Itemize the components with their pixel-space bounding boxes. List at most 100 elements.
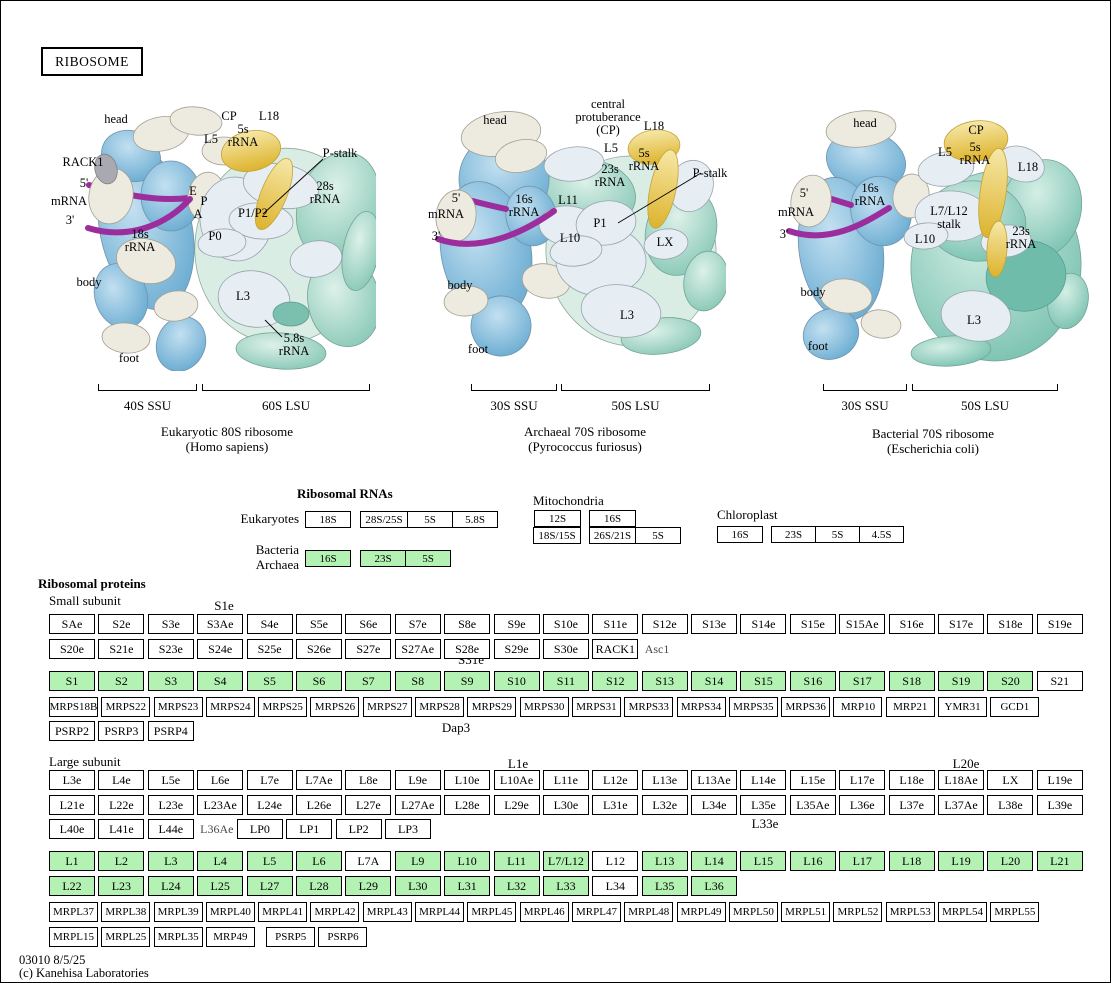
gene-box-l13[interactable]: L13 xyxy=(641,851,688,871)
gene-box-l31[interactable]: L31 xyxy=(444,876,491,896)
gene-box-l18e[interactable]: L18e xyxy=(888,770,935,790)
gene-box-s10e[interactable]: S10e xyxy=(542,614,589,634)
gene-box-l34e[interactable]: L34e xyxy=(691,795,738,815)
gene-box-l18[interactable]: L18 xyxy=(888,851,935,871)
gene-box-l32e[interactable]: L32e xyxy=(641,795,688,815)
gene-box-s9[interactable]: S9 xyxy=(444,671,491,691)
rna-box-5s[interactable]: 5S xyxy=(635,527,681,544)
gene-box-l12e[interactable]: L12e xyxy=(592,770,639,790)
gene-box-s11[interactable]: S11 xyxy=(542,671,589,691)
gene-box-rack1[interactable]: RACK1 xyxy=(592,639,639,659)
gene-box-s3ae[interactable]: S3Ae xyxy=(197,614,244,634)
gene-box-s14e[interactable]: S14e xyxy=(740,614,787,634)
gene-box-mrpl49[interactable]: MRPL49 xyxy=(676,902,726,922)
gene-box-s20e[interactable]: S20e xyxy=(49,639,95,659)
gene-box-l9[interactable]: L9 xyxy=(394,851,441,871)
gene-box-l23ae[interactable]: L23Ae xyxy=(197,795,244,815)
gene-box-l23e[interactable]: L23e xyxy=(147,795,194,815)
gene-box-s15ae[interactable]: S15Ae xyxy=(839,614,886,634)
gene-box-l21[interactable]: L21 xyxy=(1036,851,1083,871)
gene-box-l13ae[interactable]: L13Ae xyxy=(691,770,738,790)
rna-box-5s[interactable]: 5S xyxy=(815,526,860,543)
gene-box-l11e[interactable]: L11e xyxy=(542,770,589,790)
gene-box-l12[interactable]: L12 xyxy=(592,851,639,871)
gene-box-s23e[interactable]: S23e xyxy=(147,639,194,659)
gene-box-s13[interactable]: S13 xyxy=(641,671,688,691)
gene-box-s7[interactable]: S7 xyxy=(345,671,392,691)
gene-box-mrpl55[interactable]: MRPL55 xyxy=(990,902,1040,922)
gene-box-l37ae[interactable]: L37Ae xyxy=(938,795,985,815)
gene-box-mrps24[interactable]: MRPS24 xyxy=(205,697,255,717)
gene-box-s2e[interactable]: S2e xyxy=(98,614,145,634)
gene-box-mrps36[interactable]: MRPS36 xyxy=(781,697,831,717)
gene-box-l35[interactable]: L35 xyxy=(641,876,688,896)
gene-box-mrpl46[interactable]: MRPL46 xyxy=(519,902,569,922)
gene-box-s3[interactable]: S3 xyxy=(147,671,194,691)
gene-box-l27e[interactable]: L27e xyxy=(345,795,392,815)
gene-box-l10e[interactable]: L10e xyxy=(444,770,491,790)
gene-box-l37e[interactable]: L37e xyxy=(888,795,935,815)
rna-box-5s[interactable]: 5S xyxy=(405,550,451,567)
gene-box-s16[interactable]: S16 xyxy=(789,671,836,691)
rna-box-26s-21s[interactable]: 26S/21S xyxy=(589,527,636,544)
gene-box-gcd1[interactable]: GCD1 xyxy=(990,697,1040,717)
gene-box-s6[interactable]: S6 xyxy=(295,671,342,691)
gene-box-l24[interactable]: L24 xyxy=(147,876,194,896)
gene-box-mrpl53[interactable]: MRPL53 xyxy=(885,902,935,922)
gene-box-s17[interactable]: S17 xyxy=(839,671,886,691)
pathway-title-box[interactable]: RIBOSOME xyxy=(41,47,143,76)
gene-box-ymr31[interactable]: YMR31 xyxy=(938,697,988,717)
rna-box-12s[interactable]: 12S xyxy=(534,510,581,527)
gene-box-mrpl39[interactable]: MRPL39 xyxy=(153,902,203,922)
rna-box-16s[interactable]: 16S xyxy=(717,526,763,543)
gene-box-s6e[interactable]: S6e xyxy=(345,614,392,634)
gene-box-psrp4[interactable]: PSRP4 xyxy=(147,721,194,741)
gene-box-l10ae[interactable]: L10Ae xyxy=(493,770,540,790)
gene-box-s25e[interactable]: S25e xyxy=(246,639,293,659)
gene-box-mrps22[interactable]: MRPS22 xyxy=(101,697,151,717)
gene-box-s11e[interactable]: S11e xyxy=(592,614,639,634)
gene-box-mrpl35[interactable]: MRPL35 xyxy=(153,927,203,947)
gene-box-l23[interactable]: L23 xyxy=(98,876,145,896)
gene-box-l36[interactable]: L36 xyxy=(691,876,738,896)
gene-box-s10[interactable]: S10 xyxy=(493,671,540,691)
gene-box-lp2[interactable]: LP2 xyxy=(335,819,382,839)
gene-box-psrp2[interactable]: PSRP2 xyxy=(49,721,95,741)
gene-box-mrps29[interactable]: MRPS29 xyxy=(467,697,517,717)
gene-box-mrps28[interactable]: MRPS28 xyxy=(415,697,465,717)
gene-box-l7e[interactable]: L7e xyxy=(246,770,293,790)
gene-box-s28e[interactable]: S28e xyxy=(444,639,491,659)
gene-box-s18[interactable]: S18 xyxy=(888,671,935,691)
gene-box-mrps25[interactable]: MRPS25 xyxy=(258,697,308,717)
gene-box-s7e[interactable]: S7e xyxy=(394,614,441,634)
gene-box-mrpl54[interactable]: MRPL54 xyxy=(938,902,988,922)
gene-box-s20[interactable]: S20 xyxy=(987,671,1034,691)
gene-box-s8e[interactable]: S8e xyxy=(444,614,491,634)
gene-box-l9e[interactable]: L9e xyxy=(394,770,441,790)
gene-box-s18e[interactable]: S18e xyxy=(987,614,1034,634)
gene-box-l27[interactable]: L27 xyxy=(246,876,293,896)
gene-box-psrp6[interactable]: PSRP6 xyxy=(318,927,368,947)
gene-box-s15e[interactable]: S15e xyxy=(789,614,836,634)
gene-box-l14[interactable]: L14 xyxy=(691,851,738,871)
gene-box-l44e[interactable]: L44e xyxy=(147,819,194,839)
gene-box-l11[interactable]: L11 xyxy=(493,851,540,871)
gene-box-l4[interactable]: L4 xyxy=(197,851,244,871)
gene-box-mrps18b[interactable]: MRPS18B xyxy=(49,697,98,717)
gene-box-l4e[interactable]: L4e xyxy=(98,770,145,790)
gene-box-l39e[interactable]: L39e xyxy=(1036,795,1083,815)
gene-box-mrps34[interactable]: MRPS34 xyxy=(676,697,726,717)
gene-box-mrpl43[interactable]: MRPL43 xyxy=(362,902,412,922)
gene-box-l3e[interactable]: L3e xyxy=(49,770,95,790)
gene-box-s9e[interactable]: S9e xyxy=(493,614,540,634)
rna-box-28s-25s[interactable]: 28S/25S xyxy=(360,511,408,528)
rna-box-18s-15s[interactable]: 18S/15S xyxy=(533,527,581,544)
gene-box-mrpl40[interactable]: MRPL40 xyxy=(205,902,255,922)
gene-box-s1[interactable]: S1 xyxy=(49,671,95,691)
gene-box-l27ae[interactable]: L27Ae xyxy=(394,795,441,815)
gene-box-l1[interactable]: L1 xyxy=(49,851,95,871)
gene-box-mrpl38[interactable]: MRPL38 xyxy=(101,902,151,922)
gene-box-l17[interactable]: L17 xyxy=(839,851,886,871)
gene-box-lp0[interactable]: LP0 xyxy=(236,819,283,839)
gene-box-l16[interactable]: L16 xyxy=(789,851,836,871)
